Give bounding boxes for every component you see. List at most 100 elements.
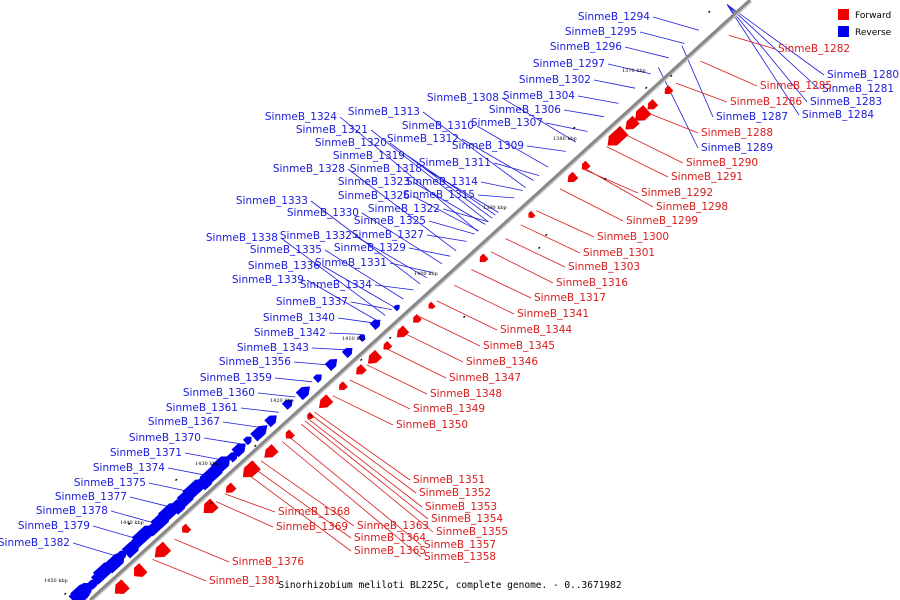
reverse-gene-arrow[interactable] <box>312 374 322 384</box>
gene-label-sinmeb-1360[interactable]: SinmeB_1360 <box>183 387 255 399</box>
gene-label-sinmeb-1326[interactable]: SinmeB_1326 <box>338 190 410 202</box>
reverse-gene-arrow[interactable] <box>295 386 310 401</box>
gene-label-sinmeb-1346[interactable]: SinmeB_1346 <box>466 356 538 368</box>
forward-gene-arrow[interactable] <box>339 381 348 391</box>
reverse-gene-arrow[interactable] <box>357 334 365 343</box>
reverse-gene-arrow[interactable] <box>264 415 277 428</box>
forward-gene-arrow[interactable] <box>367 349 383 364</box>
gene-label-sinmeb-1371[interactable]: SinmeB_1371 <box>110 447 182 459</box>
gene-label-sinmeb-1337[interactable]: SinmeB_1337 <box>276 296 348 308</box>
gene-label-sinmeb-1340[interactable]: SinmeB_1340 <box>263 312 335 324</box>
gene-label-sinmeb-1379[interactable]: SinmeB_1379 <box>18 520 90 532</box>
forward-gene-arrow[interactable] <box>647 99 659 110</box>
reverse-gene-arrow[interactable] <box>393 304 400 312</box>
gene-label-sinmeb-1299[interactable]: SinmeB_1299 <box>626 215 698 227</box>
gene-label-sinmeb-1378[interactable]: SinmeB_1378 <box>36 505 108 517</box>
gene-label-sinmeb-1282[interactable]: SinmeB_1282 <box>778 43 850 55</box>
gene-label-sinmeb-1324[interactable]: SinmeB_1324 <box>265 111 337 123</box>
reverse-gene-arrow[interactable] <box>341 347 353 359</box>
gene-label-sinmeb-1345[interactable]: SinmeB_1345 <box>483 340 555 352</box>
gene-label-sinmeb-1285[interactable]: SinmeB_1285 <box>760 80 832 92</box>
gene-label-sinmeb-1297[interactable]: SinmeB_1297 <box>533 58 605 70</box>
gene-label-sinmeb-1375[interactable]: SinmeB_1375 <box>74 477 146 489</box>
reverse-gene-arrow[interactable] <box>281 399 293 410</box>
gene-label-sinmeb-1313[interactable]: SinmeB_1313 <box>348 106 420 118</box>
gene-label-sinmeb-1304[interactable]: SinmeB_1304 <box>503 90 575 102</box>
gene-label-sinmeb-1283[interactable]: SinmeB_1283 <box>810 96 882 108</box>
gene-label-sinmeb-1342[interactable]: SinmeB_1342 <box>254 327 326 339</box>
gene-label-sinmeb-1369[interactable]: SinmeB_1369 <box>276 521 348 533</box>
forward-gene-arrow[interactable] <box>413 313 422 323</box>
gene-label-sinmeb-1352[interactable]: SinmeB_1352 <box>419 487 491 499</box>
gene-label-sinmeb-1382[interactable]: SinmeB_1382 <box>0 537 70 549</box>
gene-label-sinmeb-1381[interactable]: SinmeB_1381 <box>209 575 281 587</box>
gene-label-sinmeb-1280[interactable]: SinmeB_1280 <box>827 69 899 81</box>
gene-label-sinmeb-1365[interactable]: SinmeB_1365 <box>354 545 426 557</box>
gene-label-sinmeb-1294[interactable]: SinmeB_1294 <box>578 11 650 23</box>
gene-label-sinmeb-1330[interactable]: SinmeB_1330 <box>287 207 359 219</box>
gene-label-sinmeb-1355[interactable]: SinmeB_1355 <box>436 526 508 538</box>
gene-label-sinmeb-1335[interactable]: SinmeB_1335 <box>250 244 322 256</box>
gene-label-sinmeb-1281[interactable]: SinmeB_1281 <box>822 83 894 95</box>
gene-label-sinmeb-1341[interactable]: SinmeB_1341 <box>517 308 589 320</box>
gene-label-sinmeb-1370[interactable]: SinmeB_1370 <box>129 432 201 444</box>
gene-label-sinmeb-1344[interactable]: SinmeB_1344 <box>500 324 572 336</box>
forward-gene-arrow[interactable] <box>581 160 591 170</box>
forward-gene-arrow[interactable] <box>528 210 536 219</box>
forward-gene-arrow[interactable] <box>396 325 410 338</box>
gene-label-sinmeb-1291[interactable]: SinmeB_1291 <box>671 171 743 183</box>
gene-label-sinmeb-1302[interactable]: SinmeB_1302 <box>519 74 591 86</box>
gene-label-sinmeb-1353[interactable]: SinmeB_1353 <box>425 501 497 513</box>
gene-label-sinmeb-1334[interactable]: SinmeB_1334 <box>300 279 372 291</box>
gene-label-sinmeb-1286[interactable]: SinmeB_1286 <box>730 96 802 108</box>
forward-gene-arrow[interactable] <box>428 301 436 309</box>
forward-gene-arrow[interactable] <box>285 429 295 439</box>
forward-gene-arrow[interactable] <box>225 482 237 493</box>
gene-label-sinmeb-1361[interactable]: SinmeB_1361 <box>166 402 238 414</box>
forward-gene-arrow[interactable] <box>182 523 192 533</box>
forward-gene-arrow[interactable] <box>625 115 640 130</box>
gene-label-sinmeb-1336[interactable]: SinmeB_1336 <box>248 260 320 272</box>
gene-label-sinmeb-1288[interactable]: SinmeB_1288 <box>701 127 773 139</box>
gene-label-sinmeb-1292[interactable]: SinmeB_1292 <box>641 187 713 199</box>
reverse-gene-arrow[interactable] <box>231 443 246 458</box>
gene-label-sinmeb-1284[interactable]: SinmeB_1284 <box>802 109 874 121</box>
gene-label-sinmeb-1359[interactable]: SinmeB_1359 <box>200 372 272 384</box>
gene-label-sinmeb-1325[interactable]: SinmeB_1325 <box>354 215 426 227</box>
gene-label-sinmeb-1333[interactable]: SinmeB_1333 <box>236 195 308 207</box>
gene-label-sinmeb-1343[interactable]: SinmeB_1343 <box>237 342 309 354</box>
gene-label-sinmeb-1303[interactable]: SinmeB_1303 <box>568 261 640 273</box>
gene-label-sinmeb-1311[interactable]: SinmeB_1311 <box>419 157 491 169</box>
gene-label-sinmeb-1347[interactable]: SinmeB_1347 <box>449 372 521 384</box>
gene-label-sinmeb-1300[interactable]: SinmeB_1300 <box>597 231 669 243</box>
reverse-gene-arrow[interactable] <box>369 319 381 331</box>
forward-gene-arrow[interactable] <box>319 394 334 409</box>
gene-label-sinmeb-1306[interactable]: SinmeB_1306 <box>489 104 561 116</box>
gene-label-sinmeb-1308[interactable]: SinmeB_1308 <box>427 92 499 104</box>
forward-gene-arrow[interactable] <box>383 340 393 350</box>
gene-label-sinmeb-1339[interactable]: SinmeB_1339 <box>232 274 304 286</box>
gene-label-sinmeb-1316[interactable]: SinmeB_1316 <box>556 277 628 289</box>
forward-gene-arrow[interactable] <box>242 460 261 478</box>
gene-label-sinmeb-1354[interactable]: SinmeB_1354 <box>431 513 503 525</box>
gene-label-sinmeb-1332[interactable]: SinmeB_1332 <box>280 230 352 242</box>
gene-label-sinmeb-1351[interactable]: SinmeB_1351 <box>413 474 485 486</box>
forward-gene-arrow[interactable] <box>479 253 489 263</box>
gene-label-sinmeb-1321[interactable]: SinmeB_1321 <box>296 124 368 136</box>
gene-label-sinmeb-1289[interactable]: SinmeB_1289 <box>701 142 773 154</box>
gene-label-sinmeb-1363[interactable]: SinmeB_1363 <box>357 520 429 532</box>
gene-label-sinmeb-1367[interactable]: SinmeB_1367 <box>148 416 220 428</box>
gene-label-sinmeb-1350[interactable]: SinmeB_1350 <box>396 419 468 431</box>
gene-label-sinmeb-1377[interactable]: SinmeB_1377 <box>55 491 127 503</box>
gene-label-sinmeb-1349[interactable]: SinmeB_1349 <box>413 403 485 415</box>
forward-gene-arrow[interactable] <box>567 171 579 182</box>
reverse-gene-arrow[interactable] <box>242 436 252 446</box>
gene-label-sinmeb-1327[interactable]: SinmeB_1327 <box>352 229 424 241</box>
gene-label-sinmeb-1320[interactable]: SinmeB_1320 <box>315 137 387 149</box>
gene-label-sinmeb-1298[interactable]: SinmeB_1298 <box>656 201 728 213</box>
gene-label-sinmeb-1307[interactable]: SinmeB_1307 <box>471 117 543 129</box>
gene-label-sinmeb-1358[interactable]: SinmeB_1358 <box>424 551 496 563</box>
gene-label-sinmeb-1357[interactable]: SinmeB_1357 <box>424 539 496 551</box>
gene-label-sinmeb-1309[interactable]: SinmeB_1309 <box>452 140 524 152</box>
gene-label-sinmeb-1368[interactable]: SinmeB_1368 <box>278 506 350 518</box>
